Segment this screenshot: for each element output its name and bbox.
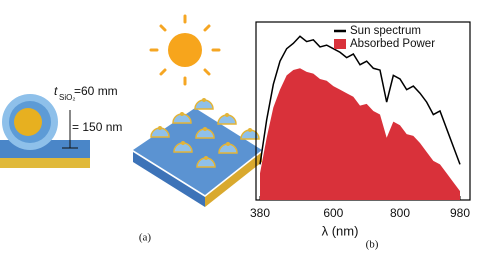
- panel-label: (a): [139, 232, 152, 244]
- dome-tip: [225, 113, 229, 117]
- x-axis-label: λ (nm): [322, 223, 359, 238]
- dome-tip: [204, 156, 208, 160]
- thickness-label: =60 mm: [74, 84, 118, 98]
- x-tick-label: 600: [323, 206, 343, 220]
- area: [260, 68, 460, 200]
- thickness-symbol: t: [54, 84, 58, 98]
- cross-section: t SiO₂ =60 mm = 150 nm: [0, 84, 122, 168]
- x-tick-label: 380: [250, 206, 270, 220]
- legend-label: Sun spectrum: [350, 25, 421, 37]
- x-tick-label: 980: [450, 206, 470, 220]
- legend-swatch: [334, 39, 346, 49]
- dome-tip: [248, 128, 252, 132]
- dome-tip: [158, 126, 162, 130]
- panel-label: (b): [366, 239, 379, 251]
- dome-tip: [203, 127, 207, 131]
- dome-tip: [181, 141, 185, 145]
- thickness-subscript: SiO₂: [59, 93, 75, 102]
- legend-label: Absorbed Power: [350, 38, 435, 50]
- x-tick-label: 800: [390, 206, 410, 220]
- dome-tip: [180, 112, 184, 116]
- dome-tip: [226, 142, 230, 146]
- sun-icon: [149, 14, 221, 86]
- line: [259, 35, 461, 165]
- radius-label: = 150 nm: [72, 120, 122, 134]
- dome-tip: [202, 98, 206, 102]
- array-illustration: [133, 98, 262, 207]
